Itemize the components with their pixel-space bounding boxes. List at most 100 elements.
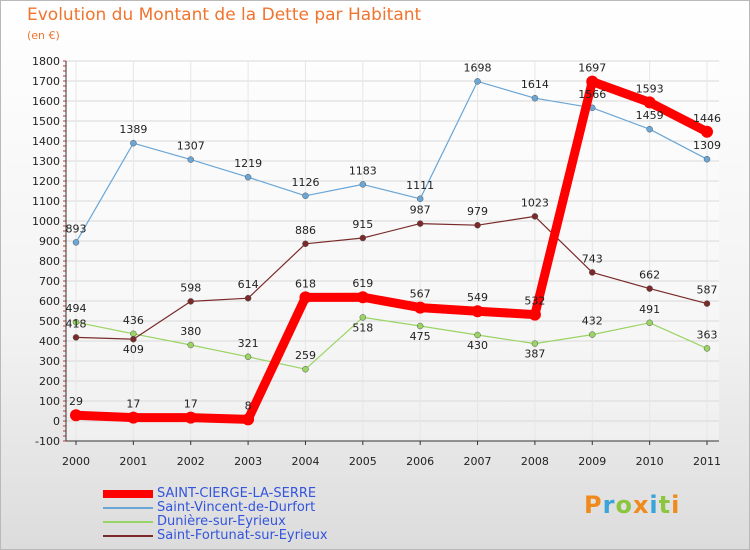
series-line-0 <box>71 77 712 424</box>
legend-item: Dunière-sur-Eyrieux <box>103 515 328 529</box>
data-point <box>589 269 596 276</box>
data-point <box>302 192 309 200</box>
legend-swatch <box>103 490 153 498</box>
y-tick-label: 500 <box>39 315 60 328</box>
data-label: 1126 <box>291 176 319 189</box>
data-point <box>586 75 599 88</box>
plot-area <box>66 61 719 441</box>
y-tick-label: 1300 <box>32 155 60 168</box>
data-label: 915 <box>352 218 373 231</box>
legend-label: SAINT-CIERGE-LA-SERRE <box>157 486 317 501</box>
data-label: 475 <box>410 330 431 343</box>
x-tick-label: 2004 <box>291 455 319 468</box>
data-label: 1307 <box>177 140 205 153</box>
data-point <box>531 340 539 347</box>
data-point <box>471 305 484 318</box>
data-point <box>130 139 137 147</box>
y-tick-label: -100 <box>35 435 60 448</box>
data-point <box>589 331 596 338</box>
x-tick-label: 2010 <box>636 455 664 468</box>
data-label: 17 <box>184 398 198 411</box>
legend-item: SAINT-CIERGE-LA-SERRE <box>103 487 328 501</box>
data-point <box>187 341 194 349</box>
x-tick-label: 2005 <box>349 455 377 468</box>
data-label: 1023 <box>521 196 549 209</box>
legend-swatch <box>103 507 153 509</box>
data-label: 436 <box>123 314 144 327</box>
legend-swatch <box>103 535 153 537</box>
data-point <box>184 411 197 424</box>
data-point <box>646 125 653 133</box>
data-point <box>531 213 539 220</box>
data-point <box>474 331 481 339</box>
data-point <box>72 334 80 341</box>
y-tick-label: 1700 <box>32 75 60 88</box>
data-point <box>127 411 140 424</box>
data-point <box>416 195 424 203</box>
data-label: 518 <box>352 321 373 334</box>
data-point <box>70 409 82 422</box>
legend-label: Saint-Fortunat-sur-Eyrieux <box>157 528 328 543</box>
y-tick-label: 1000 <box>32 215 60 228</box>
data-label: 17 <box>126 398 140 411</box>
y-tick-label: 100 <box>39 395 60 408</box>
y-tick-label: 300 <box>39 355 60 368</box>
data-label: 494 <box>66 302 87 315</box>
unit-label: (en €) <box>27 29 60 42</box>
x-tick-label: 2003 <box>234 455 262 468</box>
y-tick-label: 1500 <box>32 115 60 128</box>
y-tick-label: 800 <box>39 255 60 268</box>
data-label: 430 <box>467 339 488 352</box>
data-label: 598 <box>180 281 201 294</box>
legend-label: Saint-Vincent-de-Durfort <box>157 500 316 515</box>
data-point <box>72 318 80 326</box>
data-point <box>703 300 711 307</box>
y-tick-label: 1200 <box>32 175 60 188</box>
series-line-3 <box>75 215 708 340</box>
data-label: 587 <box>697 284 718 297</box>
x-tick-label: 2001 <box>119 455 147 468</box>
y-tick-label: 600 <box>39 295 60 308</box>
data-label: 1111 <box>406 179 434 192</box>
data-point <box>302 365 309 373</box>
data-point <box>244 294 252 302</box>
data-label: 567 <box>410 288 431 301</box>
legend: SAINT-CIERGE-LA-SERRE Saint-Vincent-de-Du… <box>103 487 328 543</box>
data-label: 549 <box>467 291 488 304</box>
data-label: 432 <box>582 315 603 328</box>
data-label: 979 <box>467 205 488 218</box>
data-point <box>474 78 481 85</box>
x-tick-label: 2009 <box>578 455 606 468</box>
data-label: 743 <box>582 252 603 265</box>
data-label: 259 <box>295 349 316 362</box>
data-label: 618 <box>295 277 316 290</box>
data-label: 1446 <box>693 112 721 125</box>
data-label: 1389 <box>119 123 147 136</box>
y-tick-label: 1100 <box>32 195 60 208</box>
data-point <box>701 125 713 138</box>
data-point <box>242 413 255 426</box>
data-label: 1593 <box>636 82 664 95</box>
data-label: 614 <box>238 278 259 291</box>
data-label: 662 <box>639 269 660 282</box>
data-label: 1459 <box>636 109 664 122</box>
legend-swatch <box>103 521 153 523</box>
data-point <box>299 291 312 304</box>
y-tick-label: 400 <box>39 335 60 348</box>
x-tick-label: 2006 <box>406 455 434 468</box>
data-label: 418 <box>66 317 87 330</box>
data-point <box>302 240 309 248</box>
data-point <box>416 220 424 227</box>
data-point <box>72 239 80 246</box>
y-tick-label: 900 <box>39 235 60 248</box>
data-point <box>130 335 137 343</box>
data-label: 987 <box>410 204 431 217</box>
y-tick-label: 0 <box>53 415 60 428</box>
data-point <box>130 330 137 338</box>
data-point <box>703 345 711 352</box>
series-line-1 <box>75 80 708 243</box>
data-point <box>244 353 252 361</box>
chart-title: Evolution du Montant de la Dette par Hab… <box>27 5 422 25</box>
